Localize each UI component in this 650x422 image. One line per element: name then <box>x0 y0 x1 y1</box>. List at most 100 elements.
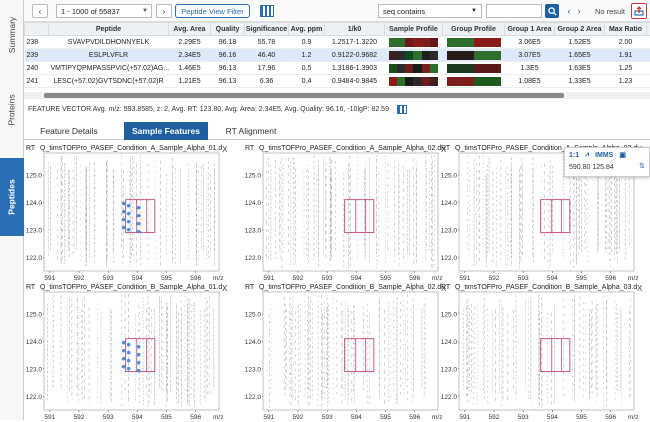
sample-profile-heatmap <box>389 38 439 47</box>
table-horizontal-scrollbar[interactable] <box>24 92 650 99</box>
group2-area-cell: 1.63E5 <box>555 62 605 75</box>
profile-segment <box>405 38 413 47</box>
feature-point[interactable] <box>137 230 141 234</box>
sample-plot[interactable]: Q_timsTOFPro_PASEF_Condition_B_Sample_Al… <box>26 284 228 420</box>
column-header[interactable]: Quality <box>211 23 245 36</box>
row-id: 240 <box>25 62 49 75</box>
scrollbar-thumb[interactable] <box>44 93 564 98</box>
column-header[interactable]: Peptide <box>49 23 169 36</box>
feature-point[interactable] <box>137 222 141 226</box>
column-settings-icon[interactable] <box>397 105 407 114</box>
y-tick-label: 123.0 <box>245 366 262 373</box>
feature-point[interactable] <box>137 345 141 349</box>
y-tick-label: 125.0 <box>441 311 458 318</box>
plot-area[interactable] <box>263 292 438 410</box>
feature-point[interactable] <box>122 365 126 369</box>
column-header[interactable]: Significance <box>245 23 289 36</box>
export-icon[interactable] <box>631 3 647 19</box>
feature-point[interactable] <box>122 218 126 222</box>
group-profile-heatmap <box>447 77 501 86</box>
feature-point[interactable] <box>127 204 131 208</box>
tab-rt-alignment[interactable]: RT Alignment <box>212 122 290 140</box>
feature-point[interactable] <box>122 341 126 345</box>
feature-point[interactable] <box>127 351 131 355</box>
feature-point[interactable] <box>122 202 126 206</box>
feature-point[interactable] <box>137 206 141 210</box>
aspect-ratio-button[interactable]: 1:1 <box>569 152 579 159</box>
column-header[interactable]: Sample Profile <box>385 23 443 36</box>
profile-segment <box>422 51 430 60</box>
previous-result-icon[interactable]: ‹ <box>564 4 574 18</box>
sidebar-tab-peptides[interactable]: Peptides <box>0 158 24 236</box>
plots-canvas[interactable]: Q_timsTOFPro_PASEF_Condition_A_Sample_Al… <box>24 141 650 420</box>
search-mode-select[interactable]: seq contains▼ <box>378 4 482 18</box>
column-settings-icon[interactable] <box>260 5 274 17</box>
feature-point[interactable] <box>122 210 126 214</box>
k0-cell: 1.2517-1.3220 <box>325 36 385 49</box>
feature-point[interactable] <box>127 343 131 347</box>
page-range-select[interactable]: 1 - 1000 of 55837▼ <box>56 4 152 18</box>
feature-point[interactable] <box>127 220 131 224</box>
swap-icon[interactable]: ⇅ <box>639 162 645 170</box>
no-result-label: No result <box>588 4 632 18</box>
close-plot-button[interactable]: X <box>222 145 228 154</box>
feature-point[interactable] <box>122 226 126 230</box>
column-header[interactable]: Avg. ppm <box>289 23 325 36</box>
feature-point[interactable] <box>122 349 126 353</box>
tab-feature-details[interactable]: Feature Details <box>24 122 114 140</box>
column-header[interactable]: 1/k0 <box>325 23 385 36</box>
significance-cell: 55.78 <box>245 36 289 49</box>
column-header[interactable]: Group Profile <box>443 23 505 36</box>
sample-plot[interactable]: Q_timsTOFPro_PASEF_Condition_B_Sample_Al… <box>441 284 643 420</box>
column-header[interactable]: Avg. Area <box>169 23 211 36</box>
sidebar-tab-summary[interactable]: Summary <box>0 0 24 70</box>
column-header[interactable]: Group 2 Area <box>555 23 605 36</box>
y-axis-label: RT <box>441 284 451 291</box>
sample-plot[interactable]: Q_timsTOFPro_PASEF_Condition_A_Sample_Al… <box>245 145 447 282</box>
x-tick-label: 591 <box>44 275 55 282</box>
feature-point[interactable] <box>137 369 141 373</box>
area-cell: 2.34E5 <box>169 49 211 62</box>
close-plot-button[interactable]: X <box>637 284 643 293</box>
feature-point[interactable] <box>127 228 131 232</box>
profile-segment <box>413 38 421 47</box>
feature-point[interactable] <box>127 367 131 371</box>
imms-button[interactable]: IMMS <box>595 152 613 159</box>
sample-plot[interactable]: Q_timsTOFPro_PASEF_Condition_B_Sample_Al… <box>245 284 447 420</box>
peptide-view-filter-button[interactable]: Peptide View Filter <box>175 4 250 18</box>
spectrum-icon[interactable]: ⩘ <box>585 151 589 159</box>
feature-point[interactable] <box>137 214 141 218</box>
feature-point[interactable] <box>137 353 141 357</box>
column-header[interactable]: Group 1 Area <box>505 23 555 36</box>
search-icon[interactable] <box>545 4 559 18</box>
next-result-icon[interactable]: › <box>574 4 584 18</box>
feature-point[interactable] <box>122 357 126 361</box>
search-input[interactable] <box>486 4 542 18</box>
y-tick-label: 124.0 <box>26 339 43 346</box>
profile-segment <box>430 38 438 47</box>
chevron-down-icon: ▼ <box>142 8 151 14</box>
column-header[interactable] <box>25 23 49 36</box>
sidebar-tab-proteins[interactable]: Proteins <box>0 70 24 150</box>
sample-plot[interactable]: Q_timsTOFPro_PASEF_Condition_A_Sample_Al… <box>26 145 228 282</box>
column-header[interactable]: FT <box>647 23 650 36</box>
y-tick-label: 124.0 <box>245 339 262 346</box>
tab-sample-features[interactable]: Sample Features <box>124 122 208 140</box>
sidebar-tab-label: Peptides <box>7 179 17 214</box>
feature-point[interactable] <box>137 361 141 365</box>
close-plot-button[interactable]: X <box>222 284 228 293</box>
next-page-button[interactable]: › <box>156 4 172 18</box>
feature-point[interactable] <box>127 212 131 216</box>
prev-page-button[interactable]: ‹ <box>32 4 48 18</box>
plot-area[interactable] <box>44 292 219 410</box>
feature-point[interactable] <box>127 359 131 363</box>
plot-area[interactable] <box>459 292 634 410</box>
group1-area-cell: 3.07E5 <box>505 49 555 62</box>
image-icon[interactable]: ▣ <box>619 151 626 159</box>
group-profile-cell <box>443 49 505 62</box>
column-header[interactable]: Max Ratio <box>605 23 647 36</box>
